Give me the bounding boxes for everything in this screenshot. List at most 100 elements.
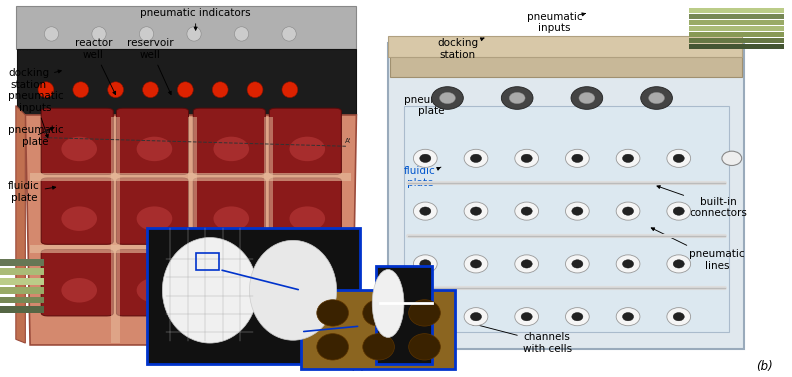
Ellipse shape (515, 202, 539, 220)
Polygon shape (16, 106, 25, 343)
Ellipse shape (572, 154, 583, 162)
FancyBboxPatch shape (41, 178, 113, 244)
Ellipse shape (432, 87, 463, 109)
FancyBboxPatch shape (390, 55, 742, 77)
Ellipse shape (673, 313, 684, 321)
Ellipse shape (372, 270, 404, 337)
Ellipse shape (623, 313, 634, 321)
Ellipse shape (212, 82, 228, 98)
Ellipse shape (214, 137, 249, 161)
Ellipse shape (521, 260, 532, 268)
Ellipse shape (187, 27, 201, 41)
FancyBboxPatch shape (16, 6, 356, 49)
Ellipse shape (616, 149, 640, 167)
FancyBboxPatch shape (188, 117, 197, 343)
Ellipse shape (234, 27, 249, 41)
Text: (a): (a) (351, 360, 367, 373)
Ellipse shape (565, 255, 589, 273)
Text: scaffold: scaffold (209, 256, 250, 365)
Ellipse shape (420, 260, 431, 268)
Ellipse shape (413, 149, 437, 167)
Ellipse shape (143, 82, 158, 98)
FancyBboxPatch shape (269, 250, 341, 316)
Ellipse shape (409, 334, 440, 360)
FancyBboxPatch shape (41, 250, 113, 316)
FancyBboxPatch shape (116, 108, 188, 175)
Polygon shape (25, 115, 356, 345)
FancyBboxPatch shape (193, 250, 265, 316)
FancyBboxPatch shape (689, 38, 784, 43)
Ellipse shape (464, 202, 488, 220)
Ellipse shape (413, 255, 437, 273)
Ellipse shape (565, 202, 589, 220)
Ellipse shape (521, 313, 532, 321)
Ellipse shape (162, 238, 257, 343)
Ellipse shape (509, 92, 525, 104)
Text: A: A (44, 129, 48, 135)
FancyBboxPatch shape (376, 0, 792, 377)
Ellipse shape (616, 202, 640, 220)
Ellipse shape (413, 308, 437, 326)
Ellipse shape (420, 313, 431, 321)
Text: channels
with cells: channels with cells (471, 323, 572, 354)
FancyBboxPatch shape (30, 173, 351, 181)
Ellipse shape (572, 313, 583, 321)
Ellipse shape (673, 260, 684, 268)
FancyBboxPatch shape (111, 117, 120, 343)
Ellipse shape (623, 207, 634, 215)
Ellipse shape (108, 82, 124, 98)
Ellipse shape (44, 27, 59, 41)
FancyBboxPatch shape (689, 20, 784, 25)
Ellipse shape (470, 207, 482, 215)
Text: A': A' (345, 138, 351, 144)
Ellipse shape (73, 82, 89, 98)
FancyBboxPatch shape (116, 250, 188, 316)
FancyBboxPatch shape (264, 117, 273, 343)
FancyBboxPatch shape (0, 278, 44, 285)
FancyBboxPatch shape (0, 0, 376, 377)
FancyBboxPatch shape (689, 26, 784, 31)
FancyBboxPatch shape (689, 32, 784, 37)
FancyBboxPatch shape (376, 266, 432, 364)
Ellipse shape (571, 87, 603, 109)
Ellipse shape (515, 255, 539, 273)
Text: pneumatic indicators: pneumatic indicators (140, 8, 251, 30)
Ellipse shape (667, 308, 691, 326)
Ellipse shape (177, 82, 193, 98)
FancyBboxPatch shape (0, 306, 44, 313)
FancyBboxPatch shape (41, 108, 113, 175)
Ellipse shape (515, 149, 539, 167)
Ellipse shape (521, 154, 532, 162)
Ellipse shape (515, 308, 539, 326)
Ellipse shape (464, 308, 488, 326)
Ellipse shape (722, 151, 741, 166)
FancyBboxPatch shape (269, 108, 341, 175)
Text: fluidic
plate: fluidic plate (8, 181, 55, 203)
Ellipse shape (92, 27, 106, 41)
Ellipse shape (667, 202, 691, 220)
Ellipse shape (420, 207, 431, 215)
Ellipse shape (38, 82, 54, 98)
Ellipse shape (137, 278, 173, 302)
Ellipse shape (214, 278, 249, 302)
Ellipse shape (420, 154, 431, 162)
FancyBboxPatch shape (301, 290, 455, 369)
Ellipse shape (282, 27, 296, 41)
Ellipse shape (667, 149, 691, 167)
Text: docking
station: docking station (8, 68, 61, 90)
Ellipse shape (290, 137, 326, 161)
Ellipse shape (290, 278, 326, 302)
Ellipse shape (464, 255, 488, 273)
Ellipse shape (649, 92, 664, 104)
Text: reactor
well: reactor well (74, 38, 116, 95)
Text: pneumatic
plate: pneumatic plate (8, 125, 63, 147)
Text: pneumatic
inputs: pneumatic inputs (8, 91, 63, 138)
Ellipse shape (409, 300, 440, 326)
Text: (b): (b) (756, 360, 773, 373)
Ellipse shape (673, 207, 684, 215)
Text: pneumatic
inputs: pneumatic inputs (527, 12, 585, 34)
Ellipse shape (641, 87, 672, 109)
FancyBboxPatch shape (0, 268, 44, 275)
FancyBboxPatch shape (17, 49, 356, 115)
Ellipse shape (413, 202, 437, 220)
